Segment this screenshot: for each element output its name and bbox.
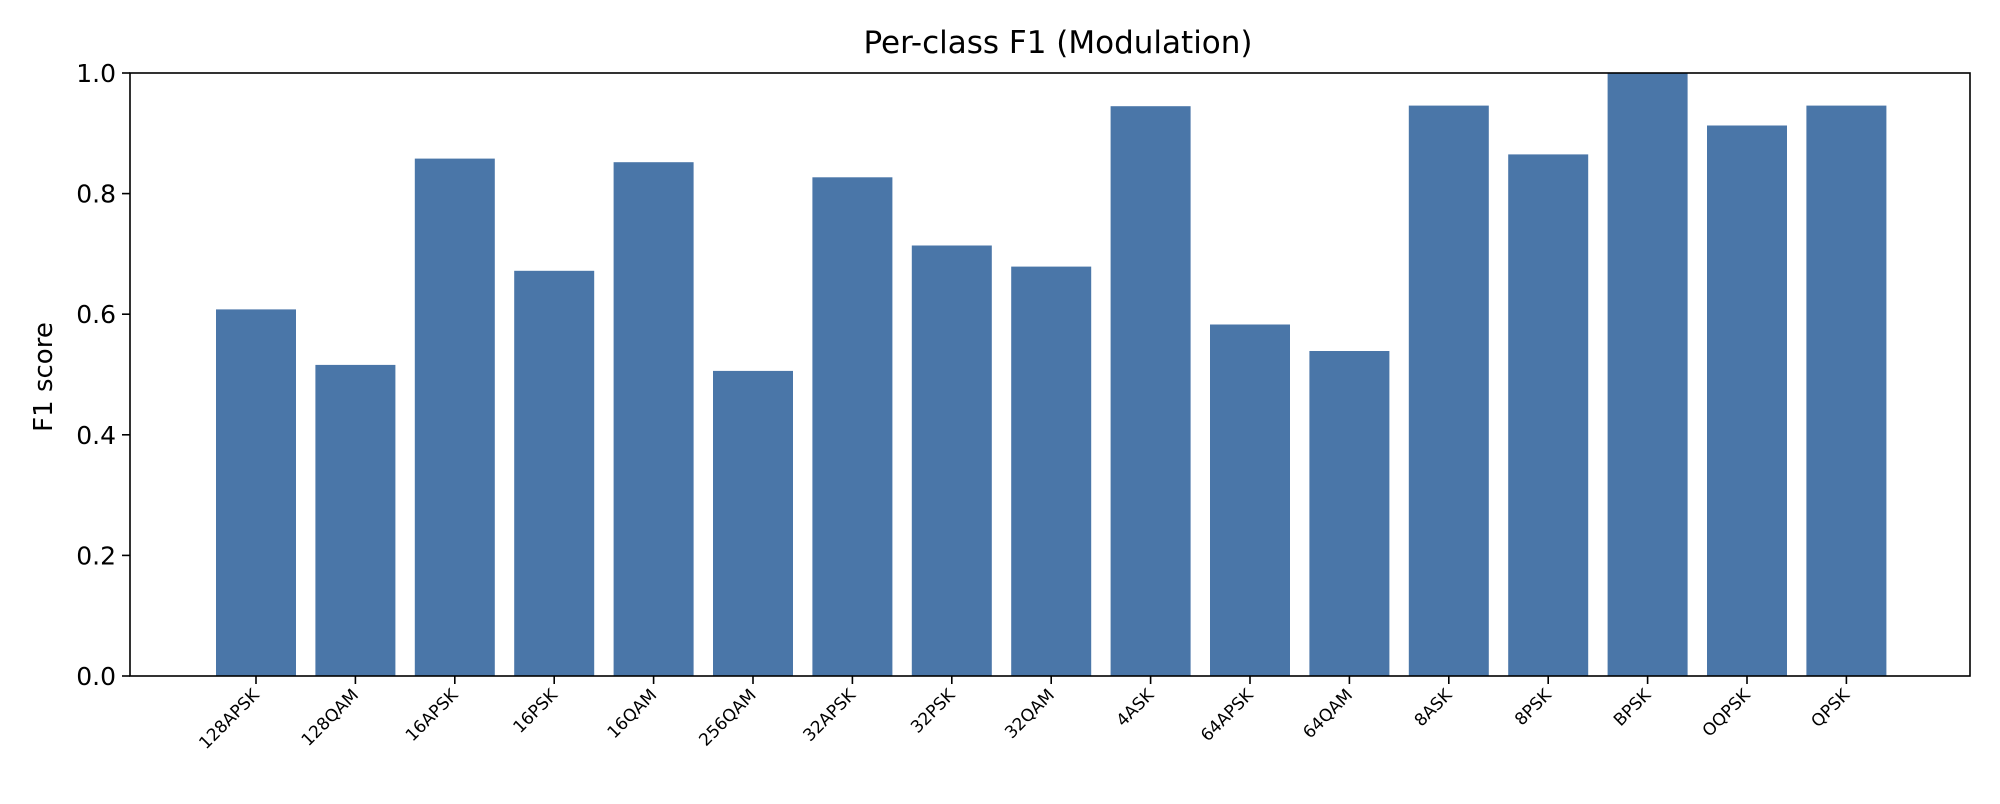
bar-128QAM: [315, 364, 396, 676]
bar-16APSK: [414, 158, 495, 677]
bar-32PSK: [911, 245, 992, 676]
x-tick-label: 8PSK: [1511, 685, 1556, 730]
bar-16PSK: [514, 270, 595, 676]
bar-8PSK: [1508, 154, 1589, 676]
bar-64APSK: [1210, 324, 1290, 676]
x-tick-label: 32QAM: [1001, 685, 1058, 742]
bar-8ASK: [1408, 105, 1489, 677]
y-tick-label: 0.6: [76, 300, 116, 329]
y-tick-label: 1.0: [76, 59, 116, 88]
x-tick-label: 32APSK: [800, 685, 861, 746]
bar-16QAM: [613, 162, 694, 676]
bar-QPSK: [1806, 105, 1887, 677]
bar-BPSK: [1607, 73, 1688, 676]
x-tick-label: 16APSK: [402, 685, 463, 746]
x-tick-label: 64QAM: [1299, 685, 1356, 742]
chart-title: Per-class F1 (Modulation): [863, 25, 1252, 61]
y-tick-label: 0.2: [76, 541, 116, 570]
bar-32APSK: [812, 177, 893, 677]
x-tick-label: 4ASK: [1113, 685, 1159, 731]
plot-frame: [129, 72, 1971, 677]
x-tick-label: 128APSK: [195, 685, 264, 754]
x-tick-label: 16QAM: [604, 685, 661, 742]
bar-32QAM: [1011, 266, 1092, 676]
bar-256QAM: [713, 370, 793, 676]
y-axis-label: F1 score: [29, 322, 59, 432]
y-tick-label: 0.4: [76, 421, 116, 450]
bar-OQPSK: [1707, 125, 1787, 676]
x-tick-label: 8ASK: [1411, 685, 1457, 731]
x-tick-label: 128QAM: [298, 685, 363, 750]
x-tick-label: OQPSK: [1699, 685, 1755, 741]
x-tick-label: 256QAM: [695, 685, 760, 750]
bar-64QAM: [1309, 351, 1390, 676]
bar-4ASK: [1110, 106, 1191, 676]
bar-128APSK: [216, 309, 296, 676]
x-tick-label: QPSK: [1808, 685, 1855, 732]
x-tick-label: BPSK: [1610, 685, 1656, 731]
x-tick-label: 16PSK: [510, 685, 563, 738]
y-tick-label: 0.8: [76, 180, 116, 209]
y-tick-label: 0.0: [76, 662, 116, 691]
plot-area: 0.0 0.2 0.4 0.6 0.8 1.0 128APSK 128QAM 16APSK 16P…: [76, 59, 1971, 754]
x-tick-label: 32PSK: [907, 685, 960, 738]
x-tick-label: 64APSK: [1197, 685, 1258, 746]
